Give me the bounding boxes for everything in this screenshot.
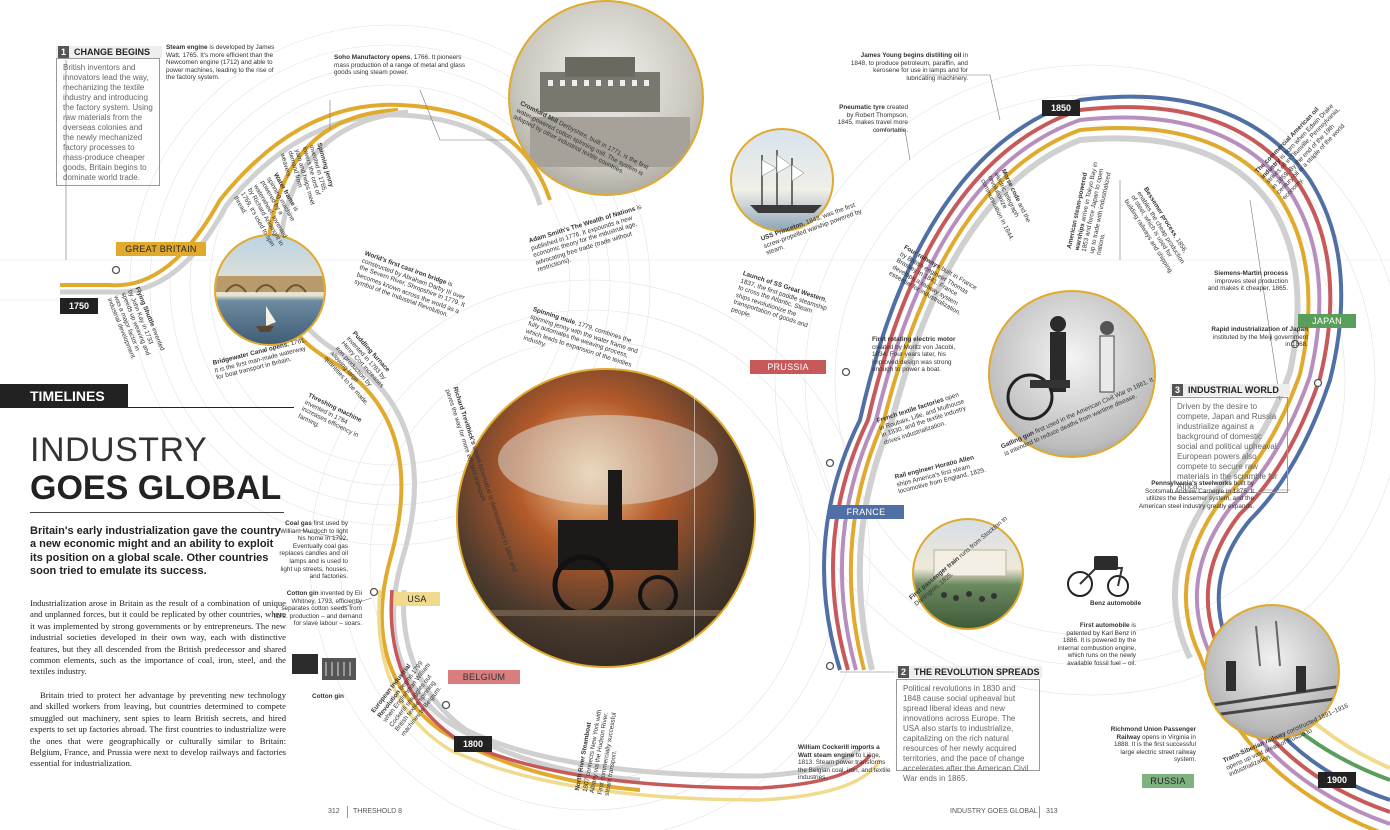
folio-divider-right [1039, 806, 1040, 818]
year-1850: 1850 [1042, 100, 1080, 116]
event-meiji-japan: Rapid industrialization of Japan institu… [1211, 326, 1308, 349]
country-russia: RUSSIA [1142, 774, 1194, 788]
lower-tracks [377, 589, 882, 802]
page-title-line2: GOES GLOBAL [30, 469, 282, 507]
section-tag: TIMELINES [0, 384, 128, 408]
right-tracks [822, 94, 1390, 830]
gatling-gun-photo [988, 290, 1156, 458]
industrial-world-heading: 3 INDUSTRIAL WORLD [1170, 384, 1290, 396]
box-number: 1 [58, 46, 69, 58]
country-usa: USA [394, 592, 440, 606]
event-first-automobile: First automobile is patented by Karl Ben… [1057, 622, 1136, 667]
country-japan: JAPAN [1298, 314, 1356, 328]
change-begins-box: British inventors and innovators lead th… [56, 58, 160, 186]
crowd-scene-icon [933, 549, 1007, 602]
country-france: FRANCE [828, 505, 904, 519]
year-1900: 1900 [1318, 772, 1356, 788]
section-tag-rule [128, 407, 294, 408]
year-1800: 1800 [454, 736, 492, 752]
title-rule [30, 512, 284, 513]
event-cockerill-watt: William Cockerill imports a Watt steam e… [798, 744, 891, 782]
benz-automobile-label: Benz automobile [1090, 600, 1142, 607]
event-cotton-gin: Cotton gin invented by Eli Whitney, 1793… [273, 590, 362, 628]
body-paragraph-1: Industrialization arose in Britain as th… [30, 598, 286, 677]
cotton-gin-label: Cotton gin [312, 693, 344, 700]
intro-text: Britain's early industrialization gave t… [30, 525, 281, 578]
railway-workers-icon [1206, 620, 1338, 718]
country-great-britain: GREAT BRITAIN [116, 242, 206, 256]
event-coal-gas: Coal gas first used by William Murdoch t… [279, 520, 348, 581]
folio-right-label: INDUSTRY GOES GLOBAL [950, 808, 1038, 815]
page-gutter [694, 370, 695, 670]
benz-automobile-icon [1067, 556, 1129, 597]
leader-lines [65, 60, 1290, 673]
page-title-line1: INDUSTRY [30, 431, 208, 469]
locomotive-painting-photo [456, 368, 756, 668]
event-electric-motor: First rotating electric motor created by… [872, 336, 956, 374]
cotton-gin-icon [292, 654, 356, 680]
change-begins-heading: 1 CHANGE BEGINS [56, 46, 162, 58]
body-paragraph-2: Britain tried to protect her advantage b… [30, 690, 286, 769]
country-belgium: BELGIUM [448, 670, 520, 684]
timeline-nodes [111, 265, 1323, 710]
uss-princeton-photo [730, 128, 834, 232]
event-richmond-railway: Richmond Union Passenger Railway opens i… [1110, 726, 1196, 764]
box-number: 3 [1172, 384, 1183, 396]
cromford-mill-photo [508, 0, 704, 196]
aqueduct-icon [216, 276, 324, 332]
country-prussia: PRUSSIA [750, 360, 826, 374]
soldiers-with-gun-icon [1006, 316, 1115, 421]
revolution-spreads-heading: 2 THE REVOLUTION SPREADS [896, 666, 1042, 678]
year-1750: 1750 [60, 298, 98, 314]
event-pennsylvania-steel: Pennsylvania's steelworks built by Scots… [1138, 480, 1254, 510]
locomotive-icon [458, 415, 754, 616]
passenger-train-photo [912, 518, 1024, 630]
box-number: 2 [898, 666, 909, 678]
event-soho-manufactory: Soho Manufactory opens, 1766. It pioneer… [334, 54, 466, 77]
trans-siberian-photo [1204, 604, 1340, 740]
revolution-spreads-box: Political revolutions in 1830 and 1848 c… [896, 679, 1040, 783]
event-siemens-martin: Siemens-Martin process improves steel pr… [1207, 270, 1288, 293]
bridge-canal-photo [214, 234, 326, 346]
folio-left-number: 312 [328, 808, 340, 815]
folio-left-label: THRESHOLD 8 [353, 808, 403, 815]
mill-engraving-icon [530, 57, 690, 167]
box-title: THE REVOLUTION SPREADS [914, 667, 1040, 677]
folio-divider [347, 806, 348, 818]
box-title: INDUSTRIAL WORLD [1188, 385, 1279, 395]
event-steam-engine: Steam engine is developed by James Watt,… [166, 44, 275, 82]
event-pneumatic-tyre: Pneumatic tyre created by Robert Thompso… [837, 104, 908, 134]
industrial-world-box: Driven by the desire to compete, Japan a… [1170, 397, 1288, 493]
folio-right-number: 313 [1046, 808, 1058, 815]
event-james-young: James Young begins distilling oil in 184… [850, 52, 968, 82]
sailing-ship-icon [750, 150, 822, 213]
box-title: CHANGE BEGINS [74, 47, 151, 57]
